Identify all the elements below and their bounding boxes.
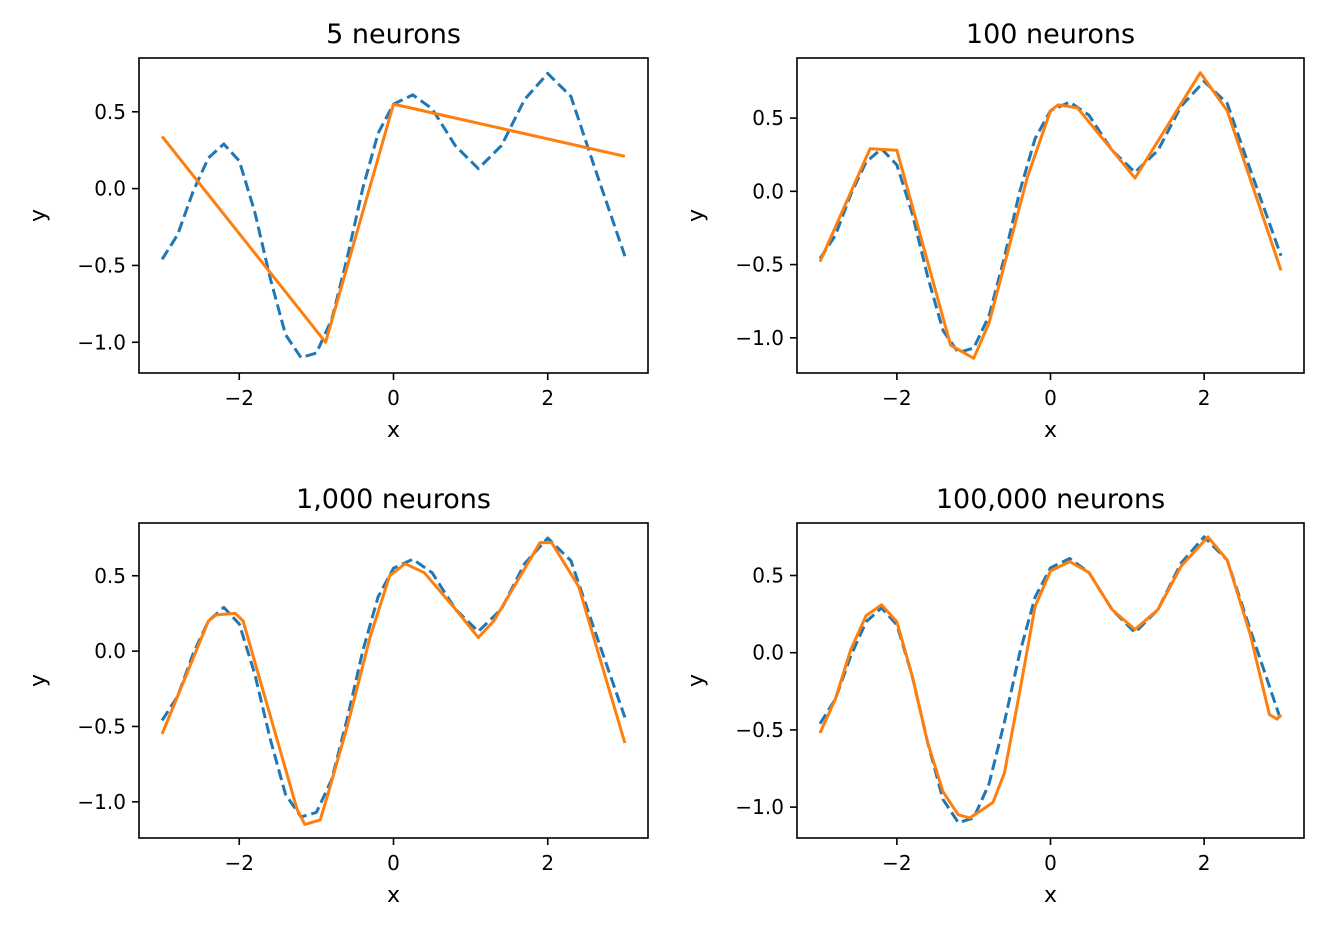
fit-curve-series <box>818 535 1283 820</box>
subplot-4: −2 0 2 −1.0 −0.5 0.0 0.5 100,000 neurons x y <box>684 484 1305 908</box>
subplot-title: 100,000 neurons <box>936 484 1165 515</box>
y-tick-label: −0.5 <box>77 714 126 738</box>
x-tick-label: 2 <box>541 386 554 410</box>
y-tick-label: 0.0 <box>752 641 784 665</box>
y-tick-label: −0.5 <box>77 253 126 277</box>
x-tick-label: 0 <box>387 386 400 410</box>
subplot-title: 5 neurons <box>326 19 461 50</box>
y-axis-label: y <box>26 209 51 222</box>
x-axis-label: x <box>1044 883 1057 908</box>
target-curve-series <box>160 536 627 819</box>
x-tick-label: 0 <box>387 851 400 875</box>
y-tick-label: 0.0 <box>752 179 784 203</box>
x-tick-label: 2 <box>1198 386 1211 410</box>
y-tick-label: 0.5 <box>94 100 126 124</box>
subplot-title: 100 neurons <box>966 19 1135 50</box>
x-tick-label: −2 <box>882 851 911 875</box>
x-tick-label: −2 <box>225 386 254 410</box>
x-axis-label: x <box>387 883 400 908</box>
y-tick-label: −1.0 <box>77 330 126 354</box>
fit-curve-series <box>160 541 627 826</box>
y-tick-label: 0.5 <box>94 564 126 588</box>
x-tick-label: −2 <box>882 386 911 410</box>
y-tick-label: −1.0 <box>735 326 784 350</box>
x-tick-label: −2 <box>225 851 254 875</box>
x-axis-label: x <box>387 418 400 443</box>
x-tick-label: 0 <box>1044 386 1057 410</box>
x-tick-label: 2 <box>1198 851 1211 875</box>
x-tick-label: 0 <box>1044 851 1057 875</box>
y-axis-label: y <box>684 674 709 687</box>
subplot-title: 1,000 neurons <box>296 484 491 515</box>
subplot-1: −2 0 2 −1.0 −0.5 0.0 0.5 5 neurons x y <box>26 19 649 443</box>
x-tick-label: 2 <box>541 851 554 875</box>
y-tick-label: −0.5 <box>735 253 784 277</box>
fit-curve-series <box>160 102 626 344</box>
target-curve-series <box>818 535 1283 825</box>
y-tick-label: −0.5 <box>735 718 784 742</box>
target-curve-series <box>160 71 627 360</box>
fit-curve-series <box>818 71 1283 360</box>
y-tick-label: −1.0 <box>735 795 784 819</box>
y-axis-label: y <box>26 674 51 687</box>
target-curve-series <box>818 79 1283 354</box>
x-axis-label: x <box>1044 418 1057 443</box>
y-axis-label: y <box>684 209 709 222</box>
y-tick-label: −1.0 <box>77 790 126 814</box>
y-tick-label: 0.5 <box>752 564 784 588</box>
subplot-2: −2 0 2 −1.0 −0.5 0.0 0.5 100 neurons x y <box>684 19 1305 443</box>
y-tick-label: 0.5 <box>752 106 784 130</box>
y-tick-label: 0.0 <box>94 177 126 201</box>
subplot-3: −2 0 2 −1.0 −0.5 0.0 0.5 1,000 neurons x y <box>26 484 649 908</box>
y-tick-label: 0.0 <box>94 639 126 663</box>
